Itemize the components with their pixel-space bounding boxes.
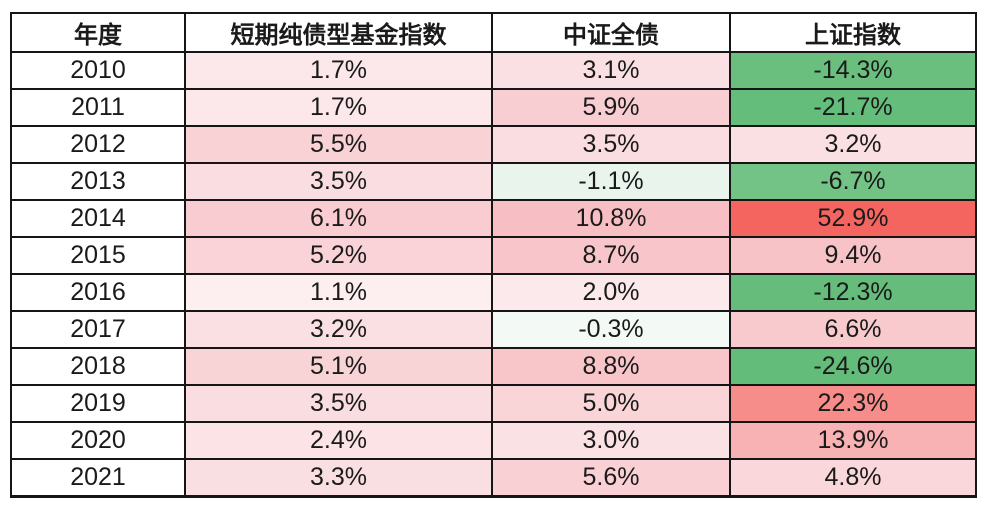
value-cell: 5.2% (184, 236, 493, 275)
value-cell: 5.5% (184, 125, 493, 164)
value-cell: 6.6% (729, 310, 977, 349)
value-cell: 52.9% (729, 199, 977, 238)
table-row: 2014 6.1% 10.8% 52.9% (10, 199, 977, 238)
table-row: 2015 5.2% 8.7% 9.4% (10, 236, 977, 275)
year-cell: 2017 (10, 310, 186, 349)
table-row: 2021 3.3% 5.6% 4.8% (10, 458, 977, 498)
value-cell: 13.9% (729, 421, 977, 460)
value-cell: 3.3% (184, 458, 493, 498)
value-cell: 3.5% (184, 384, 493, 423)
year-cell: 2011 (10, 88, 186, 127)
table-row: 2020 2.4% 3.0% 13.9% (10, 421, 977, 460)
table-row: 2018 5.1% 8.8% -24.6% (10, 347, 977, 386)
year-cell: 2019 (10, 384, 186, 423)
year-cell: 2018 (10, 347, 186, 386)
value-cell: 8.7% (491, 236, 731, 275)
value-cell: 5.6% (491, 458, 731, 498)
header-short-term-bond-fund-index: 短期纯债型基金指数 (184, 12, 493, 53)
value-cell: -6.7% (729, 162, 977, 201)
value-cell: 3.5% (491, 125, 731, 164)
value-cell: 1.1% (184, 273, 493, 312)
year-cell: 2010 (10, 51, 186, 90)
value-cell: 8.8% (491, 347, 731, 386)
value-cell: 2.4% (184, 421, 493, 460)
value-cell: 3.2% (184, 310, 493, 349)
table-row: 2019 3.5% 5.0% 22.3% (10, 384, 977, 423)
value-cell: 3.1% (491, 51, 731, 90)
annual-returns-table: 年度 短期纯债型基金指数 中证全债 上证指数 2010 1.7% 3.1% -14.3… (10, 12, 977, 498)
value-cell: 22.3% (729, 384, 977, 423)
value-cell: 3.5% (184, 162, 493, 201)
table-body: 2010 1.7% 3.1% -14.3% 2011 1.7% 5.9% -21.7% 2012… (10, 51, 977, 498)
table-row: 2013 3.5% -1.1% -6.7% (10, 162, 977, 201)
table-row: 2016 1.1% 2.0% -12.3% (10, 273, 977, 312)
value-cell: 6.1% (184, 199, 493, 238)
year-cell: 2016 (10, 273, 186, 312)
value-cell: 5.9% (491, 88, 731, 127)
header-year: 年度 (10, 12, 186, 53)
table-row: 2012 5.5% 3.5% 3.2% (10, 125, 977, 164)
value-cell: 1.7% (184, 88, 493, 127)
value-cell: 10.8% (491, 199, 731, 238)
value-cell: -1.1% (491, 162, 731, 201)
page-content: 年度 短期纯债型基金指数 中证全债 上证指数 2010 1.7% 3.1% -14.3… (10, 12, 977, 498)
header-row: 年度 短期纯债型基金指数 中证全债 上证指数 (10, 12, 977, 53)
value-cell: 1.7% (184, 51, 493, 90)
value-cell: -24.6% (729, 347, 977, 386)
header-sse-composite-index: 上证指数 (729, 12, 977, 53)
header-csi-aggregate-bond-index: 中证全债 (491, 12, 731, 53)
value-cell: 3.0% (491, 421, 731, 460)
value-cell: -12.3% (729, 273, 977, 312)
value-cell: 5.1% (184, 347, 493, 386)
year-cell: 2021 (10, 458, 186, 498)
year-cell: 2012 (10, 125, 186, 164)
table-row: 2011 1.7% 5.9% -21.7% (10, 88, 977, 127)
year-cell: 2015 (10, 236, 186, 275)
value-cell: -14.3% (729, 51, 977, 90)
table-row: 2010 1.7% 3.1% -14.3% (10, 51, 977, 90)
value-cell: 3.2% (729, 125, 977, 164)
value-cell: 2.0% (491, 273, 731, 312)
year-cell: 2020 (10, 421, 186, 460)
value-cell: 5.0% (491, 384, 731, 423)
value-cell: 9.4% (729, 236, 977, 275)
value-cell: -0.3% (491, 310, 731, 349)
year-cell: 2013 (10, 162, 186, 201)
value-cell: -21.7% (729, 88, 977, 127)
table-row: 2017 3.2% -0.3% 6.6% (10, 310, 977, 349)
year-cell: 2014 (10, 199, 186, 238)
value-cell: 4.8% (729, 458, 977, 498)
